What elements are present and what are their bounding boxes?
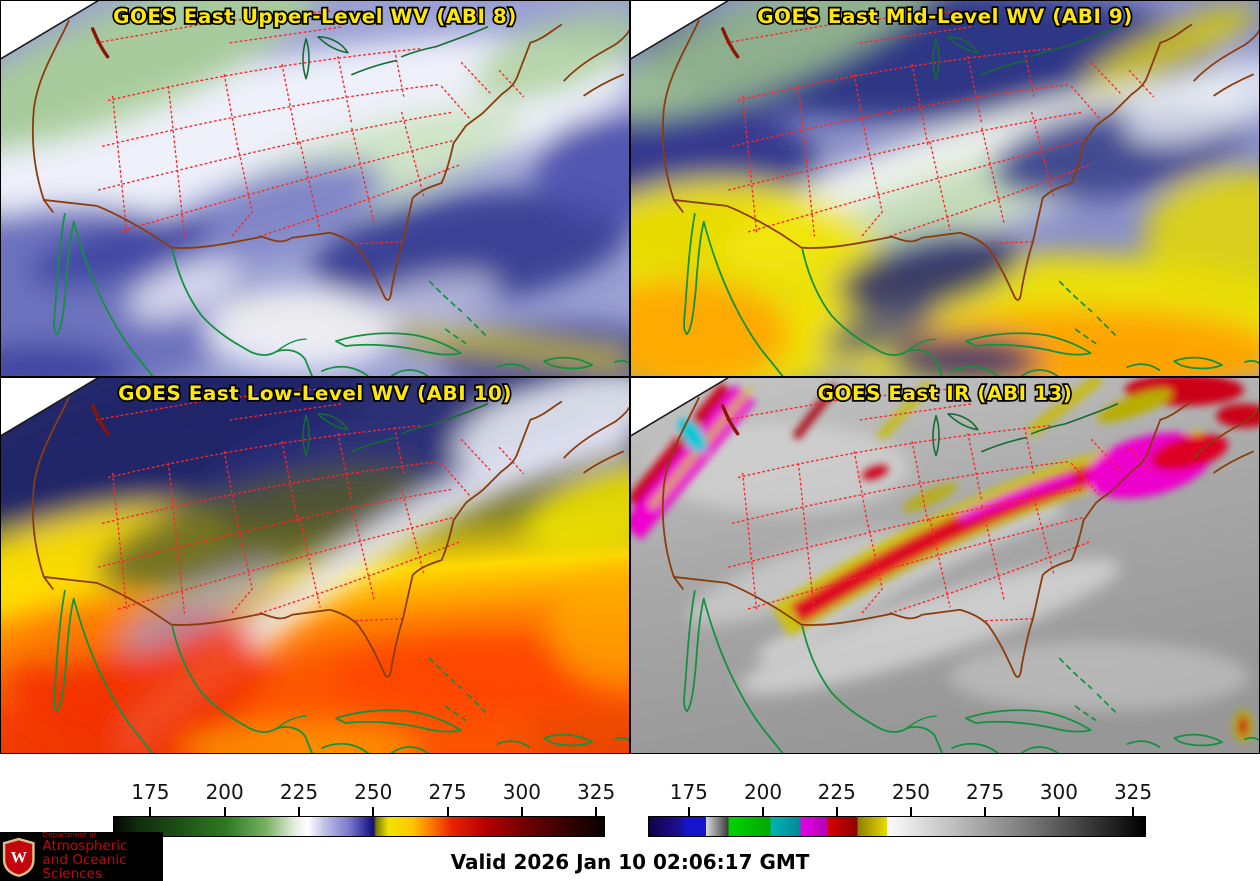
panel-title-abi10: GOES East Low-Level WV (ABI 10) bbox=[118, 382, 512, 405]
wv-tick-label: 175 bbox=[131, 780, 170, 804]
wv-tick-label: 275 bbox=[428, 780, 467, 804]
wv-colorbar: 175 200 225 250 275 300 325 bbox=[113, 754, 615, 846]
upper-level-wv-image: GOES East Upper-Level WV (ABI 8) bbox=[1, 1, 629, 376]
ir-image: GOES East IR (ABI 13) bbox=[631, 378, 1259, 753]
panel-mid-level-wv: GOES East Mid-Level WV (ABI 9) bbox=[630, 0, 1260, 377]
ir-tick-label: 175 bbox=[669, 780, 708, 804]
wv-colorbar-gradient bbox=[113, 816, 605, 837]
logo-line-oceanic: and Oceanic Sciences bbox=[42, 852, 127, 881]
uw-aos-logo: W Department of Atmospheric and Oceanic … bbox=[0, 832, 163, 881]
ir-tick-label: 300 bbox=[1039, 780, 1078, 804]
uw-monogram: W bbox=[11, 847, 28, 866]
ir-tick-label: 275 bbox=[966, 780, 1005, 804]
footer-strip: 175 200 225 250 275 300 325 175 200 225 … bbox=[0, 754, 1260, 881]
ir-tick-label: 225 bbox=[817, 780, 856, 804]
panel-title-abi8: GOES East Upper-Level WV (ABI 8) bbox=[113, 5, 517, 28]
logo-dept-line: Department of bbox=[42, 832, 97, 839]
panel-ir: GOES East IR (ABI 13) bbox=[630, 377, 1260, 754]
ir-tick-label: 200 bbox=[743, 780, 783, 804]
valid-time-label: Valid 2026 Jan 10 02:06:17 GMT bbox=[450, 850, 810, 874]
logo-text: Department of Atmospheric and Oceanic Sc… bbox=[43, 832, 163, 881]
uw-crest-icon: W bbox=[2, 837, 35, 877]
ir-colorbar: 175 200 225 250 275 300 325 bbox=[648, 754, 1152, 846]
wv-tick-label: 200 bbox=[205, 780, 244, 804]
ir-tick-label: 250 bbox=[891, 780, 931, 804]
low-level-wv-image: GOES East Low-Level WV (ABI 10) bbox=[1, 378, 629, 753]
ir-colorbar-gradient bbox=[648, 816, 1146, 837]
mid-level-wv-image: GOES East Mid-Level WV (ABI 9) bbox=[631, 1, 1259, 376]
panel-title-abi9: GOES East Mid-Level WV (ABI 9) bbox=[757, 5, 1133, 28]
ir-tick-label: 325 bbox=[1113, 780, 1153, 804]
wv-tick-label: 250 bbox=[354, 780, 393, 804]
wv-tick-label: 300 bbox=[502, 780, 541, 804]
panel-low-level-wv: GOES East Low-Level WV (ABI 10) bbox=[0, 377, 630, 754]
satellite-quad-panel: GOES East Upper-Level WV (ABI 8) bbox=[0, 0, 1260, 754]
panel-upper-level-wv: GOES East Upper-Level WV (ABI 8) bbox=[0, 0, 630, 377]
wv-tick-label: 225 bbox=[279, 780, 319, 804]
panel-title-abi13: GOES East IR (ABI 13) bbox=[818, 382, 1073, 405]
wv-tick-label: 325 bbox=[577, 780, 616, 804]
logo-line-atmospheric: Atmospheric bbox=[42, 838, 128, 855]
